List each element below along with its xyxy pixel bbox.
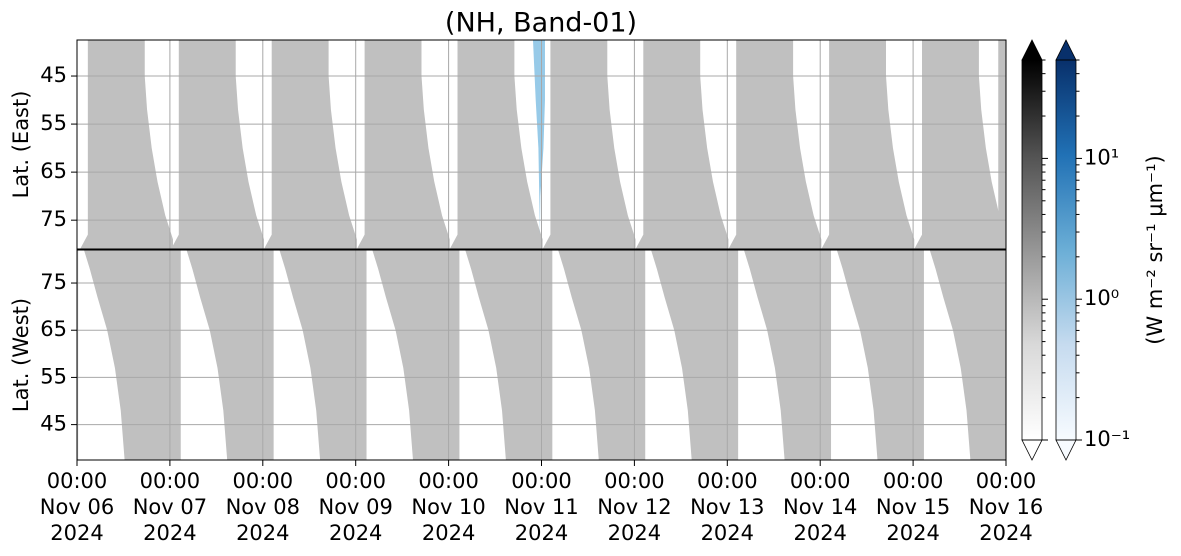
x-tick-label: 00:00 Nov 15 2024 (876, 469, 950, 545)
y-axis-label: Lat. (East) (9, 91, 33, 199)
x-tick-label-line: Nov 13 (690, 495, 764, 519)
swath (180, 250, 228, 460)
swath (914, 40, 1006, 249)
x-tick-label-line: Nov 11 (504, 495, 578, 519)
panel (77, 250, 1006, 460)
x-tick-label-line: 2024 (329, 521, 382, 545)
x-tick-label-line: 2024 (515, 521, 568, 545)
x-tick-label-line: Nov 16 (969, 495, 1043, 519)
swath (990, 40, 1006, 249)
y-tick-label: 65 (40, 159, 67, 183)
x-tick-label: 00:00 Nov 12 2024 (597, 469, 671, 545)
x-tick-label-line: 00:00 (233, 469, 294, 493)
x-tick-label: 00:00 Nov 11 2024 (504, 469, 578, 545)
swath (542, 40, 636, 249)
y-tick-label: 75 (40, 207, 67, 231)
x-tick-label-line: 00:00 (418, 469, 479, 493)
swath (449, 40, 543, 249)
colorbar-frame (1055, 59, 1077, 441)
y-tick-label: 45 (40, 412, 67, 436)
x-tick-label-line: 00:00 (976, 469, 1037, 493)
colorbar-tick-label: 10⁻¹ (1084, 427, 1130, 451)
x-tick-label-line: Nov 15 (876, 495, 950, 519)
x-tick-label: 00:00 Nov 08 2024 (226, 469, 300, 545)
x-tick-label-line: Nov 07 (133, 495, 207, 519)
colorbar (1056, 60, 1076, 440)
x-tick-label-line: 00:00 (790, 469, 851, 493)
x-tick-label: 00:00 Nov 09 2024 (319, 469, 393, 545)
x-tick-label-line: 2024 (143, 521, 196, 545)
x-tick-label-line: Nov 14 (783, 495, 857, 519)
swath (738, 250, 785, 460)
x-tick-label-line: 00:00 (697, 469, 758, 493)
swath (821, 40, 915, 249)
swath (459, 250, 506, 460)
x-tick-label: 00:00 Nov 14 2024 (783, 469, 857, 545)
colorbar-tick-label: 10¹ (1084, 145, 1119, 169)
y-tick-label: 45 (40, 63, 67, 87)
swath (366, 250, 413, 460)
y-tick-label: 55 (40, 111, 67, 135)
swath (645, 250, 692, 460)
x-tick-label-line: 2024 (886, 521, 939, 545)
x-tick-label-line: 00:00 (604, 469, 665, 493)
x-tick-label-line: 2024 (50, 521, 103, 545)
x-tick-label: 00:00 Nov 16 2024 (969, 469, 1043, 545)
x-tick-label-line: 00:00 (140, 469, 201, 493)
x-tick-label-line: Nov 09 (319, 495, 393, 519)
y-tick-label: 75 (40, 270, 67, 294)
x-tick-label: 00:00 Nov 06 2024 (40, 469, 114, 545)
colorbar-extend-bottom (1021, 439, 1043, 461)
panel-frame (76, 39, 1007, 250)
x-tick-label: 00:00 Nov 13 2024 (690, 469, 764, 545)
x-tick-label-line: 00:00 (883, 469, 944, 493)
x-tick-label: 00:00 Nov 07 2024 (133, 469, 207, 545)
x-tick-label-line: 00:00 (511, 469, 572, 493)
x-tick-label-line: 2024 (701, 521, 754, 545)
x-tick-label-line: Nov 10 (411, 495, 485, 519)
colorbar-tick-label: 10⁰ (1084, 286, 1119, 310)
x-tick-label-line: Nov 06 (40, 495, 114, 519)
x-tick-label-line: 2024 (422, 521, 475, 545)
x-tick-label: 00:00 Nov 10 2024 (411, 469, 485, 545)
swath (923, 250, 971, 460)
swath (171, 40, 264, 249)
swath (273, 250, 321, 460)
swath (728, 40, 822, 249)
swath (552, 250, 599, 460)
chart-title: (NH, Band-01) (445, 8, 637, 39)
swath (635, 40, 729, 249)
colorbar-label: (W m⁻² sr⁻¹ μm⁻¹) (1143, 155, 1167, 345)
x-tick-label-line: 2024 (608, 521, 661, 545)
colorbar-extend-top (1021, 39, 1043, 61)
colorbar (1022, 60, 1042, 440)
panel (77, 40, 1006, 249)
colorbar-extend-top (1055, 39, 1077, 61)
x-tick-label-line: 00:00 (47, 469, 108, 493)
swath (263, 40, 357, 249)
swath (80, 40, 173, 249)
swath (831, 250, 878, 460)
x-tick-label-line: 00:00 (325, 469, 386, 493)
x-tick-label-line: 2024 (979, 521, 1032, 545)
swath (356, 40, 450, 249)
x-tick-label-line: Nov 08 (226, 495, 300, 519)
y-tick-label: 65 (40, 317, 67, 341)
y-tick-label: 55 (40, 364, 67, 388)
colorbar-frame (1021, 59, 1043, 441)
x-tick-label-line: 2024 (793, 521, 846, 545)
y-axis-label: Lat. (West) (9, 298, 33, 412)
colorbar-extend-bottom (1055, 439, 1077, 461)
swath (78, 250, 125, 460)
x-tick-label-line: 2024 (236, 521, 289, 545)
x-tick-label-line: Nov 12 (597, 495, 671, 519)
